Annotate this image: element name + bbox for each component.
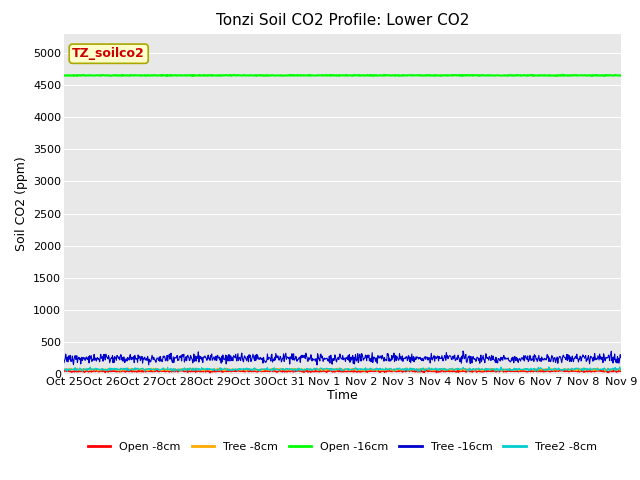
Open -8cm <box>117 369 125 374</box>
Tree2 -8cm <box>505 368 513 374</box>
Tree2 -8cm <box>495 366 502 372</box>
Open -8cm <box>60 368 68 374</box>
Tree2 -8cm <box>117 365 125 371</box>
Tree -8cm <box>617 367 625 373</box>
Tree2 -8cm <box>305 367 313 373</box>
Open -8cm <box>177 366 184 372</box>
Open -8cm <box>287 369 294 374</box>
Open -16cm <box>617 72 625 78</box>
Tree -16cm <box>117 352 125 358</box>
Open -8cm <box>506 368 513 374</box>
Open -16cm <box>286 72 294 78</box>
Line: Open -8cm: Open -8cm <box>64 369 621 373</box>
Tree -16cm <box>443 355 451 360</box>
Tree2 -8cm <box>60 367 68 373</box>
Tree -16cm <box>460 348 467 354</box>
Open -8cm <box>617 368 625 374</box>
Tree -16cm <box>495 356 503 362</box>
Open -16cm <box>118 72 125 78</box>
Tree -8cm <box>285 366 293 372</box>
Open -16cm <box>495 72 502 78</box>
Tree2 -8cm <box>494 369 502 374</box>
Open -16cm <box>443 73 451 79</box>
Tree -8cm <box>602 368 609 374</box>
Line: Open -16cm: Open -16cm <box>64 74 621 76</box>
Tree2 -8cm <box>617 367 625 373</box>
Line: Tree -8cm: Tree -8cm <box>64 368 621 371</box>
Open -16cm <box>306 72 314 78</box>
Tree -8cm <box>305 366 313 372</box>
Tree -8cm <box>495 367 502 373</box>
Tree -8cm <box>60 366 68 372</box>
Tree -16cm <box>305 355 313 361</box>
Tree2 -8cm <box>616 364 623 370</box>
Tree -16cm <box>617 355 625 360</box>
Line: Tree -16cm: Tree -16cm <box>64 351 621 365</box>
Tree -8cm <box>403 365 411 371</box>
Tree -8cm <box>117 366 125 372</box>
Tree2 -8cm <box>285 366 293 372</box>
Tree2 -8cm <box>442 367 450 373</box>
Y-axis label: Soil CO2 (ppm): Soil CO2 (ppm) <box>15 156 28 252</box>
Tree -8cm <box>505 366 513 372</box>
Legend: Open -8cm, Tree -8cm, Open -16cm, Tree -16cm, Tree2 -8cm: Open -8cm, Tree -8cm, Open -16cm, Tree -… <box>84 438 601 457</box>
Tree -16cm <box>60 360 68 365</box>
Open -8cm <box>444 368 451 374</box>
Open -16cm <box>559 72 566 77</box>
Tree -16cm <box>285 354 293 360</box>
Tree -8cm <box>443 367 451 372</box>
Open -16cm <box>60 72 68 78</box>
Open -8cm <box>495 369 503 375</box>
Open -16cm <box>74 73 81 79</box>
Line: Tree2 -8cm: Tree2 -8cm <box>64 367 621 372</box>
Tree -16cm <box>506 358 513 363</box>
Open -8cm <box>307 370 314 375</box>
Open -16cm <box>505 72 513 78</box>
Text: TZ_soilco2: TZ_soilco2 <box>72 47 145 60</box>
Title: Tonzi Soil CO2 Profile: Lower CO2: Tonzi Soil CO2 Profile: Lower CO2 <box>216 13 469 28</box>
Open -8cm <box>206 370 214 376</box>
Tree -16cm <box>313 362 321 368</box>
X-axis label: Time: Time <box>327 389 358 402</box>
